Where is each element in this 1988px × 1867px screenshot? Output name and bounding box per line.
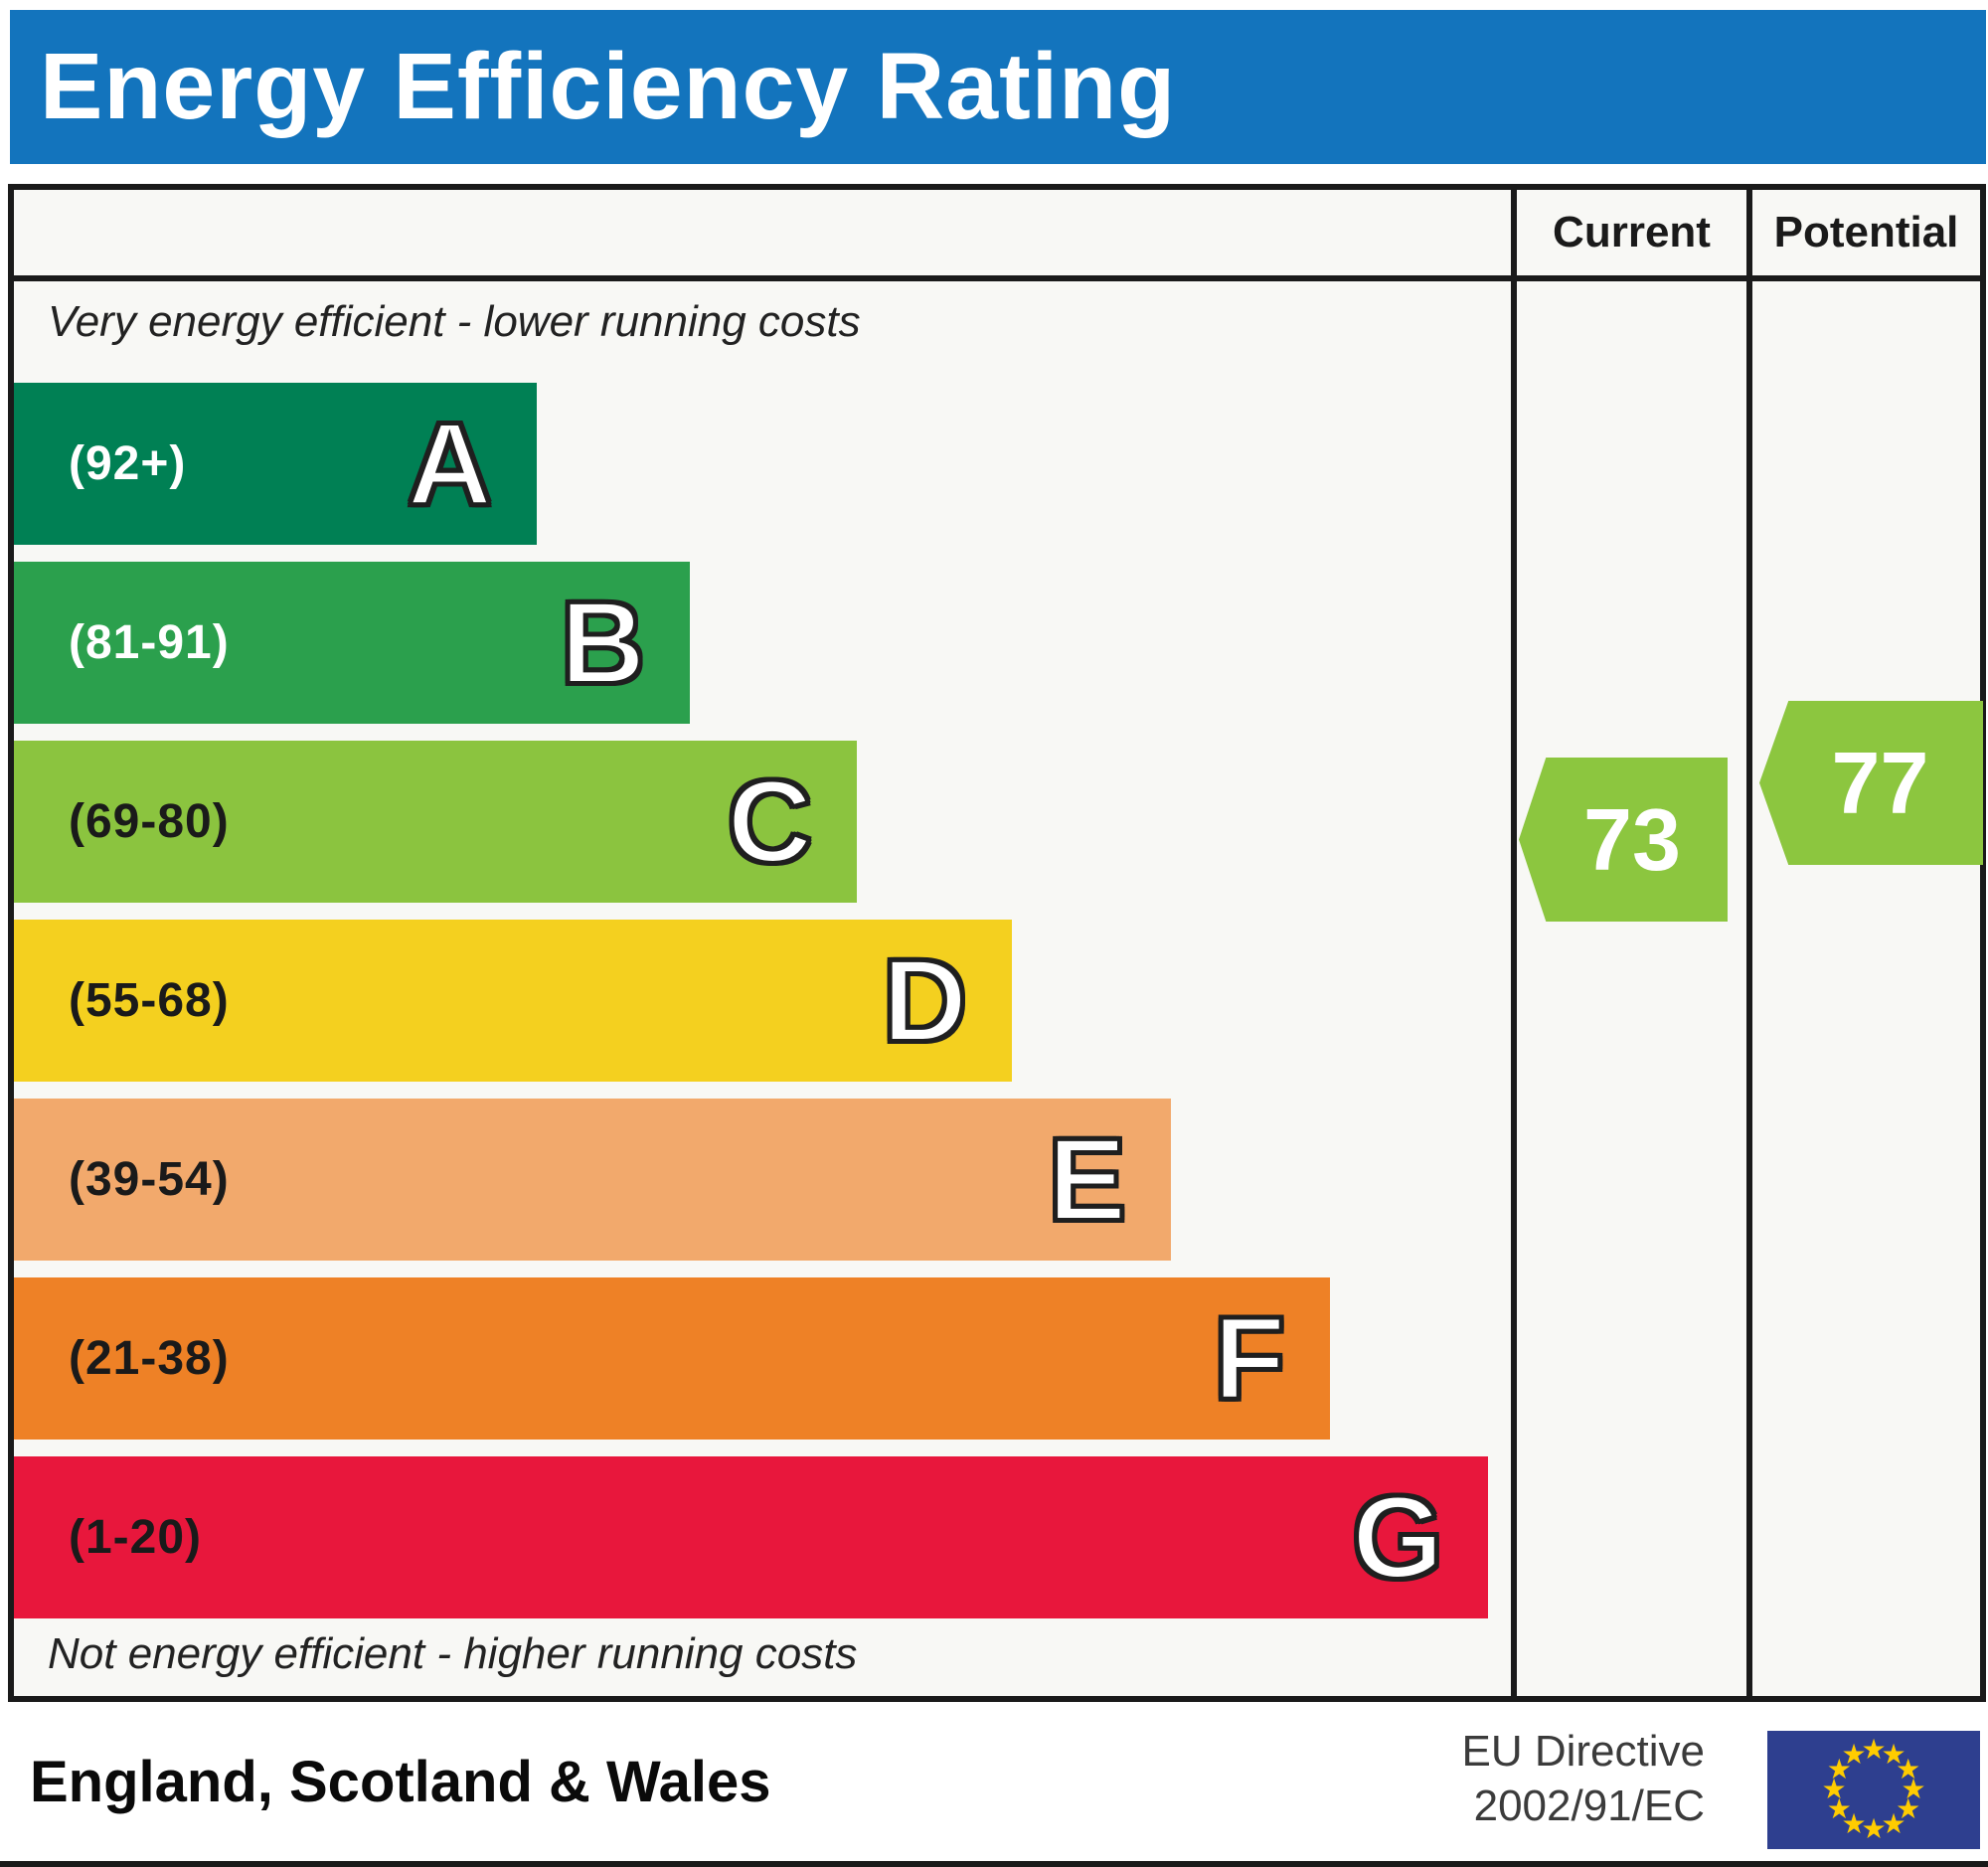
footer: England, Scotland & Wales EU Directive 2… xyxy=(0,1702,1988,1861)
band-row-b: (81-91) B xyxy=(14,562,690,724)
eu-flag-star: ★ xyxy=(1861,1813,1887,1844)
potential-rating-value: 77 xyxy=(1831,733,1929,832)
potential-column-divider xyxy=(1746,190,1752,1696)
rating-table: Current Potential Very energy efficient … xyxy=(8,184,1986,1702)
column-header-current: Current xyxy=(1553,208,1711,256)
current-rating-value: 73 xyxy=(1583,789,1681,889)
eu-flag-icon: ★ ★ ★ ★ ★ ★ ★ ★ ★ ★ ★ ★ xyxy=(1767,1731,1980,1849)
band-row-a: (92+) A xyxy=(14,383,537,545)
column-header-potential: Potential xyxy=(1773,208,1959,256)
eu-flag-star: ★ xyxy=(1826,1793,1852,1824)
band-letter: B xyxy=(559,577,647,709)
current-column-divider xyxy=(1511,190,1517,1696)
eu-flag-star: ★ xyxy=(1901,1774,1926,1804)
band-letter: E xyxy=(1046,1113,1128,1246)
band-row-f: (21-38) F xyxy=(14,1277,1330,1440)
caption-very-efficient: Very energy efficient - lower running co… xyxy=(48,297,861,346)
eu-flag-star: ★ xyxy=(1861,1734,1887,1765)
eu-flag-star: ★ xyxy=(1896,1754,1921,1784)
eu-directive-line2: 2002/91/EC xyxy=(1473,1782,1705,1830)
band-letter: F xyxy=(1212,1292,1287,1425)
band-row-g: (1-20) G xyxy=(14,1456,1488,1618)
potential-rating-arrow: 77 xyxy=(1759,701,1983,865)
band-row-c: (69-80) C xyxy=(14,741,857,903)
band-range-label: (1-20) xyxy=(69,1511,203,1564)
eu-directive-line1: EU Directive xyxy=(1461,1727,1706,1776)
band-list: (92+) A (81-91) B (69-80) C (55-68) D (3… xyxy=(14,383,1511,1635)
band-range-label: (39-54) xyxy=(69,1153,230,1206)
band-range-label: (21-38) xyxy=(69,1332,230,1385)
band-row-e: (39-54) E xyxy=(14,1099,1171,1261)
eu-directive-label: EU Directive 2002/91/EC xyxy=(1462,1724,1706,1833)
band-range-label: (55-68) xyxy=(69,974,230,1027)
bottom-border-line xyxy=(0,1861,1988,1867)
band-letter: C xyxy=(726,756,814,888)
eu-flag-star: ★ xyxy=(1841,1807,1867,1839)
current-rating-arrow: 73 xyxy=(1519,758,1728,922)
eu-flag-star: ★ xyxy=(1881,1807,1906,1839)
band-letter: A xyxy=(406,398,494,530)
caption-not-efficient: Not energy efficient - higher running co… xyxy=(48,1629,858,1678)
eu-flag-star: ★ xyxy=(1826,1754,1852,1784)
header-divider-line xyxy=(14,275,1980,281)
eu-flag-star: ★ xyxy=(1896,1793,1921,1824)
title-banner: Energy Efficiency Rating xyxy=(10,10,1986,164)
page-title: Energy Efficiency Rating xyxy=(40,34,1177,139)
band-letter: G xyxy=(1350,1471,1445,1604)
eu-flag-star: ★ xyxy=(1821,1774,1847,1804)
eu-flag-star: ★ xyxy=(1881,1739,1906,1771)
footer-region-label: England, Scotland & Wales xyxy=(30,1749,771,1814)
band-letter: D xyxy=(881,934,969,1067)
band-range-label: (81-91) xyxy=(69,616,230,669)
eu-flag-star: ★ xyxy=(1841,1739,1867,1771)
rating-table-inner: Current Potential Very energy efficient … xyxy=(14,190,1983,1696)
band-range-label: (92+) xyxy=(69,437,187,490)
band-row-d: (55-68) D xyxy=(14,920,1012,1082)
band-range-label: (69-80) xyxy=(69,795,230,848)
